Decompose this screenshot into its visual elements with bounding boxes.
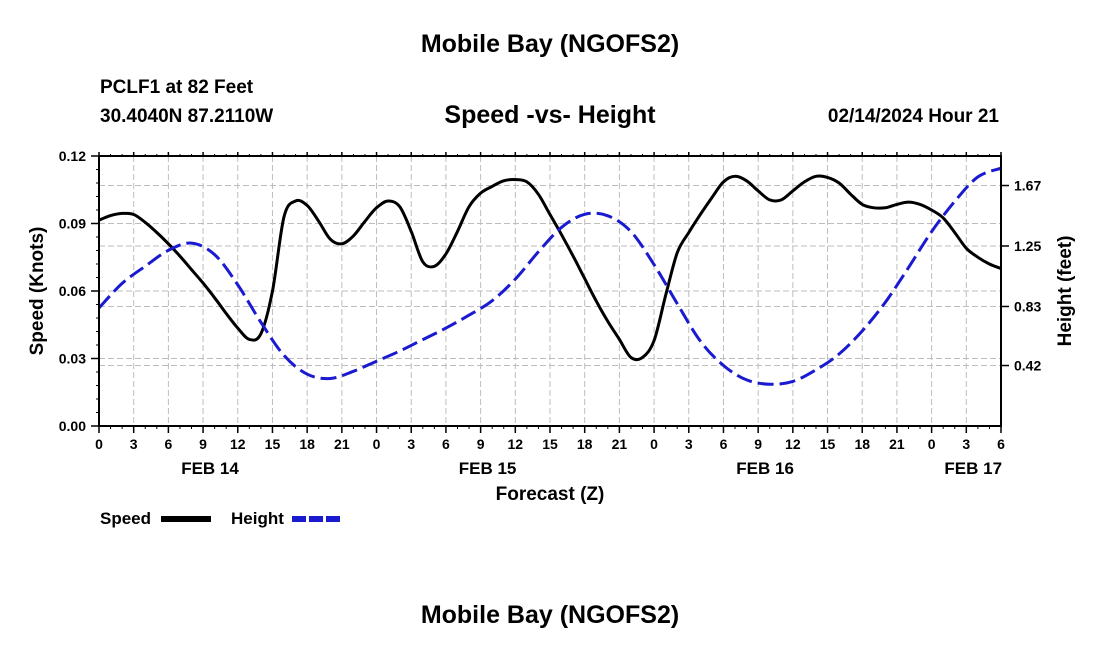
footer-title: Mobile Bay (NGOFS2)	[420, 601, 680, 629]
axis-ticks	[91, 152, 1009, 433]
y-axis-right-label: Height (feet)	[1055, 236, 1076, 347]
series-line-height	[97, 166, 1002, 386]
x-tick-label: 6	[997, 436, 1005, 452]
x-tick-label: 3	[130, 436, 138, 452]
x-axis-label: Forecast (Z)	[496, 484, 605, 505]
x-tick-label: 6	[164, 436, 172, 452]
y-left-tick-label: 0.00	[59, 418, 86, 434]
x-tick-label: 0	[928, 436, 936, 452]
day-label: FEB 14	[181, 459, 239, 478]
x-tick-label: 6	[442, 436, 450, 452]
x-tick-label: 12	[230, 436, 246, 452]
forecast-datetime: 02/14/2024 Hour 21	[827, 106, 999, 127]
x-tick-label: 6	[720, 436, 728, 452]
x-tick-label: 0	[373, 436, 381, 452]
y-right-tick-label: 0.42	[1014, 358, 1041, 374]
x-tick-label: 0	[650, 436, 658, 452]
x-tick-label: 18	[854, 436, 870, 452]
x-tick-label: 15	[542, 436, 558, 452]
x-tick-label: 15	[265, 436, 281, 452]
x-tick-label: 21	[889, 436, 905, 452]
y-left-tick-label: 0.12	[59, 148, 86, 164]
series-lines	[97, 166, 1002, 386]
x-tick-label: 15	[820, 436, 836, 452]
x-tick-label: 18	[577, 436, 593, 452]
day-label: FEB 16	[736, 459, 794, 478]
y-left-tick-label: 0.09	[59, 216, 86, 232]
legend-height-label: Height	[231, 509, 284, 528]
y-left-tick-label: 0.03	[59, 351, 86, 367]
x-tick-label: 12	[785, 436, 801, 452]
x-tick-label: 3	[407, 436, 415, 452]
y-right-tick-label: 0.83	[1014, 298, 1041, 314]
x-tick-label: 21	[612, 436, 628, 452]
x-tick-label: 9	[477, 436, 485, 452]
station-coordinates: 30.4040N 87.2110W	[100, 106, 274, 127]
day-label: FEB 15	[459, 459, 517, 478]
speed-height-chart: 0 3 6 9 12 15 18 21 0 3 6 9 12 15 18 21 0 3 6 9 12 15 18 21 0 3 6F…	[27, 148, 1076, 522]
chart-title: Mobile Bay (NGOFS2)	[420, 30, 680, 58]
x-tick-label: 9	[199, 436, 207, 452]
y-axis-left-label: Speed (Knots)	[27, 227, 48, 356]
station-label: PCLF1 at 82 Feet	[100, 77, 254, 98]
x-tick-label: 12	[508, 436, 524, 452]
day-label: FEB 17	[944, 459, 1002, 478]
legend-speed-label: Speed	[100, 509, 152, 528]
grid-lines	[99, 156, 1001, 426]
x-tick-label: 3	[685, 436, 693, 452]
x-tick-label: 0	[95, 436, 103, 452]
x-tick-label: 9	[754, 436, 762, 452]
chart-subtitle: Speed -vs- Height	[444, 101, 656, 129]
axis-labels: 0 3 6 9 12 15 18 21 0 3 6 9 12 15 18 21 0 3 6 9 12 15 18 21 0 3 6F…	[59, 148, 1042, 478]
y-right-tick-label: 1.25	[1014, 238, 1041, 254]
series-line-speed	[98, 174, 1002, 362]
y-left-tick-label: 0.06	[59, 283, 86, 299]
x-tick-label: 3	[962, 436, 970, 452]
x-tick-label: 21	[334, 436, 350, 452]
y-right-tick-label: 1.67	[1014, 178, 1041, 194]
x-tick-label: 18	[299, 436, 315, 452]
